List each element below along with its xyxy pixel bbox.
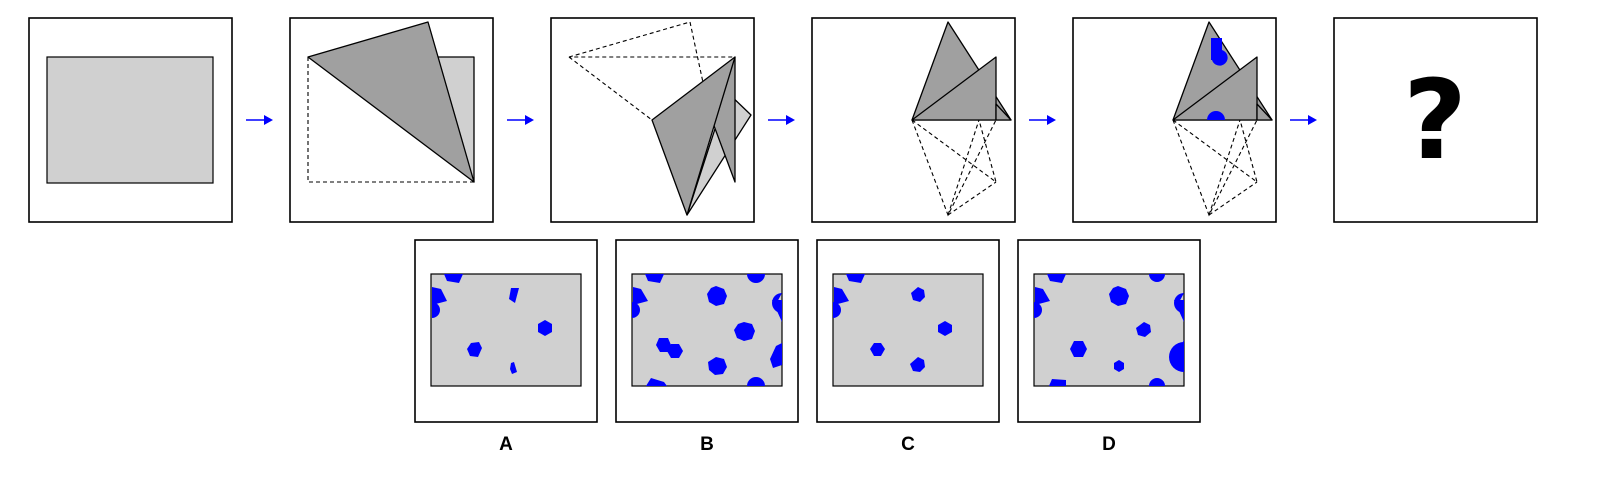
option-c[interactable]: C	[816, 239, 1000, 455]
question-frame	[1333, 17, 1538, 223]
folded-flap	[307, 21, 475, 183]
option-d-label: D	[1102, 434, 1116, 455]
folded-flap	[651, 56, 736, 216]
arrow-1	[246, 115, 273, 125]
arrow-2	[507, 115, 534, 125]
option-d-paper	[1033, 273, 1185, 387]
punched-hole-lower	[1207, 111, 1225, 120]
option-c-holes	[833, 274, 952, 372]
option-b-holes	[632, 274, 782, 386]
step-5-panel	[1072, 17, 1277, 223]
previous-fold-outline	[568, 21, 736, 117]
option-b[interactable]: B	[615, 239, 799, 455]
option-b-label: B	[700, 434, 714, 455]
fold-outline-b	[1172, 119, 1258, 184]
option-d[interactable]: D	[1017, 239, 1201, 455]
paper-sheet	[46, 56, 214, 184]
fold-outline-a	[1172, 119, 1258, 217]
flap-tip	[1256, 103, 1273, 121]
option-b-paper	[631, 273, 783, 387]
step-4-panel	[811, 17, 1016, 223]
step-2-panel	[289, 17, 494, 223]
fold-outline-b	[911, 119, 997, 184]
option-a-paper	[430, 273, 582, 387]
arrow-4	[1029, 115, 1056, 125]
option-a-holes	[432, 274, 552, 374]
step-1-panel	[28, 17, 233, 223]
question-mark: ?	[1403, 56, 1467, 184]
question-panel: ?	[1333, 17, 1538, 223]
arrow-5	[1290, 115, 1317, 125]
step-3-panel	[550, 17, 755, 223]
option-c-paper	[832, 273, 984, 387]
fold-outline-a	[911, 119, 997, 217]
option-c-label: C	[901, 434, 915, 455]
option-d-holes	[1034, 274, 1184, 386]
punched-hole-upper	[1211, 38, 1228, 66]
flap-tip	[995, 103, 1012, 121]
folded-flap-front	[911, 56, 997, 121]
arrow-3	[768, 115, 795, 125]
option-a-label: A	[499, 434, 513, 455]
option-a[interactable]: A	[414, 239, 598, 455]
